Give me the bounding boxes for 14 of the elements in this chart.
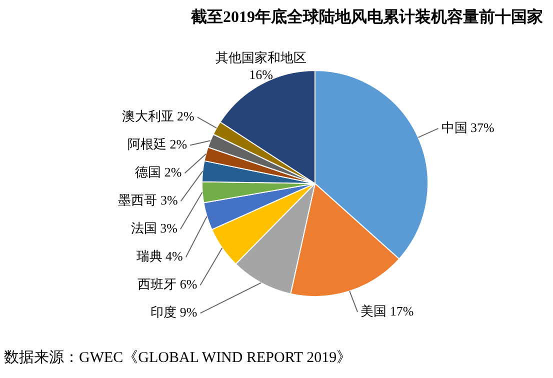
slice-label: 中国 37% bbox=[441, 120, 495, 135]
chart-title: 截至2019年底全球陆地风电累计装机容量前十国家 bbox=[190, 8, 544, 28]
slice-label: 澳大利亚 2% bbox=[122, 108, 195, 124]
slice-label: 其他国家和地区 bbox=[216, 50, 307, 66]
data-label: 16% bbox=[249, 67, 274, 82]
slice-label: 德国 2% bbox=[135, 164, 182, 180]
slice-label: 阿根廷 2% bbox=[127, 136, 188, 152]
slice-label: 墨西哥 3% bbox=[118, 192, 178, 208]
slice-label: 西班牙 6% bbox=[138, 276, 198, 292]
slice-label: 瑞典 4% bbox=[136, 248, 184, 264]
slice-label: 法国 3% bbox=[130, 220, 178, 236]
slice-label: 美国 17% bbox=[360, 303, 414, 318]
slice-label: 印度 9% bbox=[150, 304, 198, 320]
source-note: 数据来源：GWEC《GLOBAL WIND REPORT 2019》 bbox=[4, 348, 352, 367]
